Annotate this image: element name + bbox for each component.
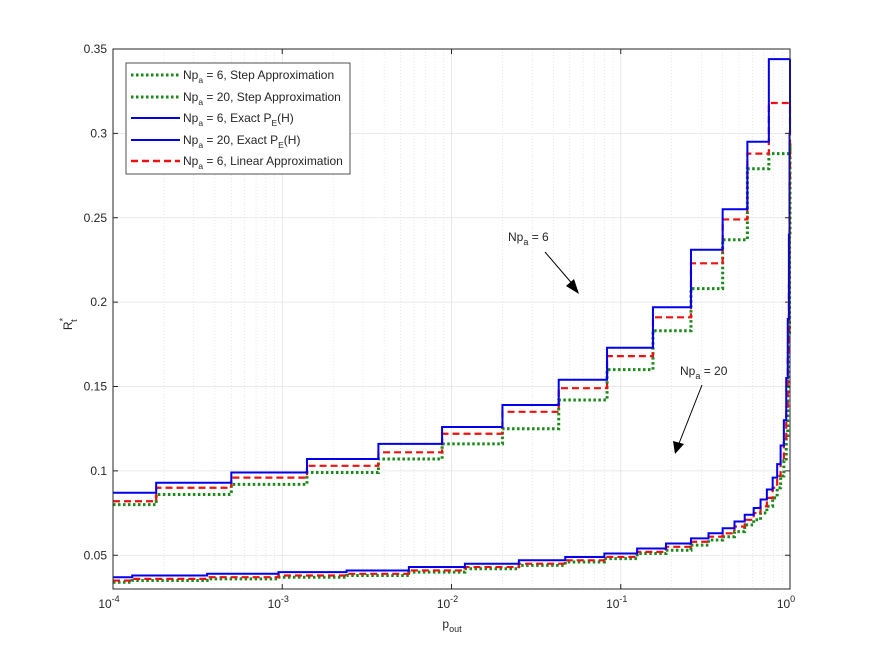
legend-label-2-pre: Np [183,90,199,104]
x-tick-label-0: 10-4 [98,594,119,611]
legend-label-4-post2: (H) [284,133,301,147]
legend-label-4-post: = 20, Exact P [203,133,278,147]
series-line-3 [113,59,791,579]
x-tick-label-exp: -2 [450,594,458,604]
y-tick-label-6: 0.35 [84,42,108,56]
annotation-np20-sub: a [695,371,700,381]
y-axis-label-sup: * [58,317,68,321]
legend-label-3-sub2: E [271,118,277,128]
x-tick-label-4: 100 [777,594,795,611]
x-tick-label-exp: 0 [790,594,795,604]
legend-label-1-pre: Np [183,68,199,82]
legend-label-3-post: = 6, Exact P [203,111,271,125]
y-tick-label-3: 0.2 [90,295,107,309]
legend-label-1-post: = 6, Step Approximation [203,68,334,82]
annotation-np6-label: Npa = 6 [508,230,549,247]
x-axis-label-sub: out [449,624,462,634]
x-tick-label-3: 10-1 [606,594,627,611]
legend-label-4-pre: Np [183,133,199,147]
x-tick-label-exp: -4 [112,594,120,604]
series-line-0 [113,58,790,494]
y-axis-label-sub: t [69,319,79,322]
legend-label-5: Npa = 6, Linear Approximation [183,154,343,171]
legend-label-4-sub2: E [278,140,284,150]
x-tick-label-base: 10 [268,597,282,611]
legend-label-3: Npa = 6, Exact PE(H) [183,111,294,128]
y-tick-label-5: 0.3 [90,126,107,140]
annotation-np6-post: = 6 [528,230,549,244]
annotation-np6-arrowhead [566,279,579,294]
x-tick-label-exp: -3 [281,594,289,604]
y-axis-label-base: R [61,321,75,330]
legend-label-2-sub: a [198,97,203,107]
series-line-1 [113,101,790,503]
legend-label-2-post: = 20, Step Approximation [203,90,341,104]
y-tick-label-4: 0.25 [84,211,108,225]
legend: Npa = 6, Step Approximation Npa = 20, St… [125,62,351,175]
legend-label-4-sub: a [198,140,203,150]
x-tick-label-base: 10 [98,597,112,611]
legend-label-3-sub: a [198,118,203,128]
x-axis-label-base: p [442,617,449,631]
legend-label-3-pre: Np [183,111,199,125]
annotation-np20-pre: Np [680,364,696,378]
x-tick-label-base: 10 [437,597,451,611]
legend-label-5-sub: a [198,161,203,171]
annotation-np6-pre: Np [508,230,524,244]
y-tick-label-0: 0.05 [84,548,108,562]
annotation-np20-label: Npa = 20 [680,364,728,381]
annotation-np6-arrow [544,251,576,288]
y-axis-label: R*t [58,317,79,330]
legend-label-1: Npa = 6, Step Approximation [183,68,334,85]
x-tick-label-exp: -1 [619,594,627,604]
annotation-np6-sub: a [523,237,528,247]
annotation-np20-arrowhead [673,441,684,454]
x-tick-label-base: 10 [777,597,791,611]
series-line-5 [113,103,792,582]
legend-label-3-post2: (H) [277,111,294,125]
y-tick-label-2: 0.15 [84,380,108,394]
y-tick-label-1: 0.1 [90,464,107,478]
annotation-np20-post: = 20 [700,364,727,378]
y-axis-ticks: 0.05 0.1 0.15 0.2 0.25 0.3 0.35 [84,42,790,562]
x-tick-label-base: 10 [606,597,620,611]
legend-label-1-sub: a [198,75,203,85]
annotation-np20-arrow [677,384,703,447]
annotation-np20: Npa = 20 [673,364,728,454]
legend-label-4: Npa = 20, Exact PE(H) [183,133,300,150]
legend-label-5-pre: Np [183,154,199,168]
x-axis-ticks: 10-4 10-3 10-2 10-1 100 [98,49,795,611]
x-tick-label-2: 10-2 [437,594,458,611]
legend-label-2: Npa = 20, Step Approximation [183,90,341,107]
x-tick-label-1: 10-3 [268,594,289,611]
series-group [113,58,792,584]
legend-label-5-post: = 6, Linear Approximation [203,154,343,168]
x-axis-label: pout [442,617,462,634]
annotation-np6: Npa = 6 [508,230,579,294]
